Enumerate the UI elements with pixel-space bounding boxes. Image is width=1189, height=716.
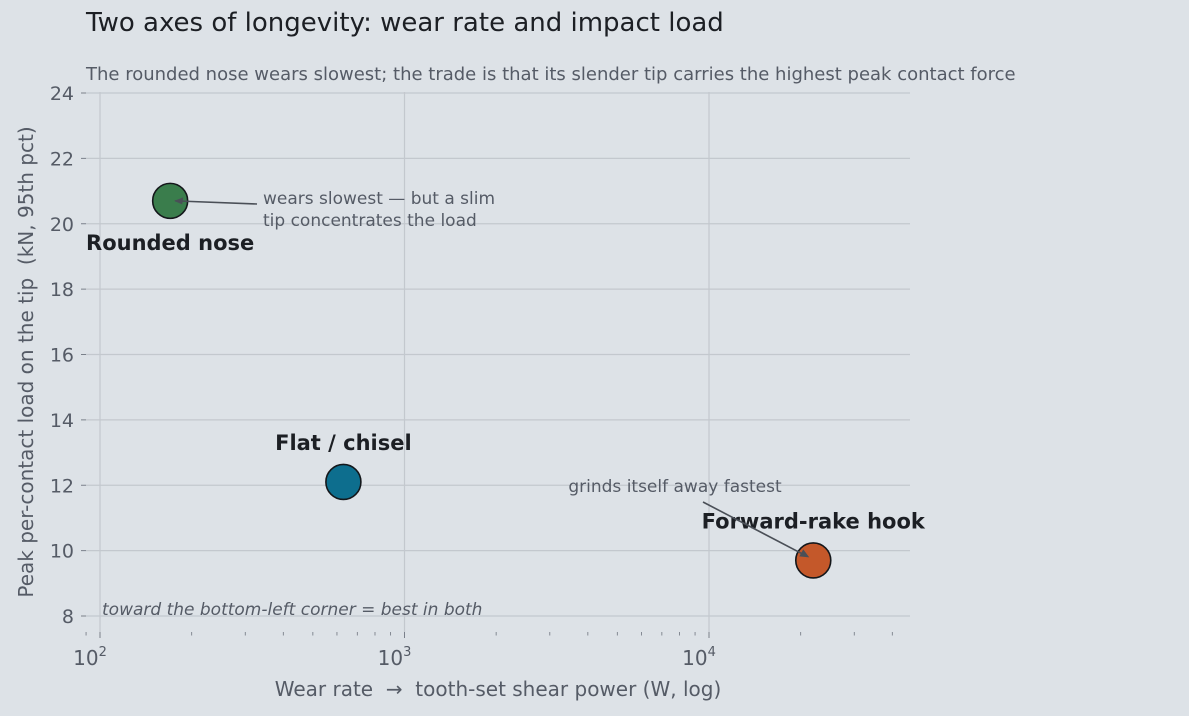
annotation-text: wears slowest — but a slim — [263, 189, 495, 209]
annotation-arrow — [175, 200, 258, 205]
corner-note: toward the bottom-left corner = best in … — [102, 600, 482, 620]
y-tick-label: 18 — [50, 279, 74, 301]
data-point — [794, 542, 832, 579]
annotation-arrow — [702, 501, 808, 558]
x-tick-label: 102 — [73, 645, 107, 670]
x-tick-label: 103 — [378, 645, 412, 670]
y-axis-label: Peak per-contact load on the tip (kN, 95… — [14, 126, 38, 597]
arrow-head — [174, 197, 184, 205]
data-points — [151, 182, 832, 579]
annotation-text: grinds itself away fastest — [568, 477, 782, 497]
y-tick-label: 20 — [50, 214, 74, 236]
arrow-head — [799, 549, 810, 558]
y-tick-label: 16 — [50, 345, 74, 367]
point-label: Flat / chisel — [275, 431, 412, 455]
y-tick-label: 12 — [50, 475, 74, 497]
annotations: Rounded nose Flat / chisel Forward-rake ho… — [86, 189, 926, 620]
y-tick-label: 10 — [50, 541, 74, 563]
annotation-text: tip concentrates the load — [263, 211, 477, 231]
y-tick-label: 8 — [62, 606, 74, 628]
chart-subtitle: The rounded nose wears slowest; the trad… — [86, 64, 1016, 85]
y-tick-label: 14 — [50, 410, 74, 432]
data-point — [325, 463, 362, 501]
chart-title: Two axes of longevity: wear rate and imp… — [86, 8, 724, 38]
point-label: Forward-rake hook — [702, 509, 926, 533]
point-label: Rounded nose — [86, 231, 254, 255]
y-tick-label: 24 — [50, 83, 74, 105]
x-tick-label: 104 — [682, 645, 716, 670]
x-axis-label: Wear rate → tooth-set shear power (W, lo… — [275, 677, 722, 701]
grid-lines — [86, 92, 910, 632]
axes: 8 10 12 14 16 18 20 22 24 102 103 104 Wear rate → to… — [14, 83, 893, 701]
y-tick-label: 22 — [50, 148, 74, 170]
